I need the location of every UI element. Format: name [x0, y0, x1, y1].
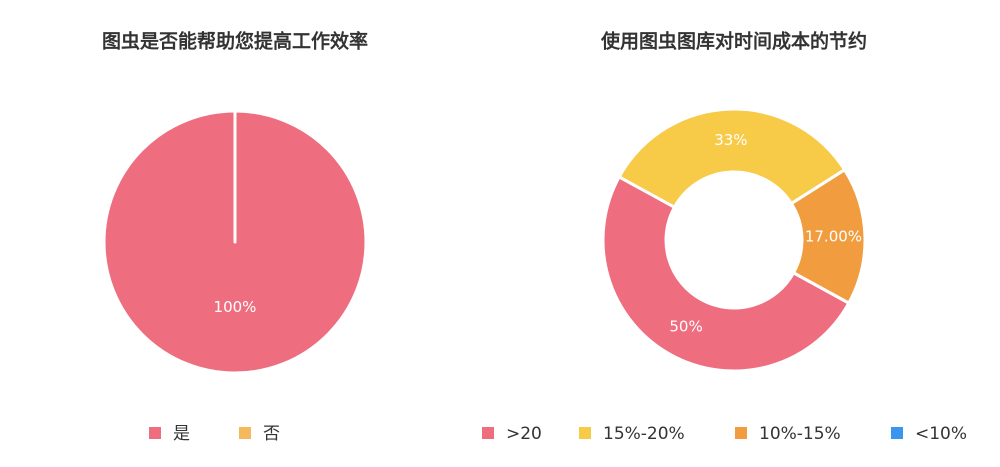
legend-label: 10%-15%: [759, 424, 841, 444]
data-label: 50%: [669, 318, 702, 336]
legend-swatch: [239, 427, 251, 439]
legend-label: <10%: [915, 424, 967, 444]
legend-label: >20: [506, 424, 542, 444]
data-label: 33%: [714, 131, 747, 149]
data-label: 100%: [214, 298, 257, 316]
legend-swatch: [891, 427, 903, 439]
legend-label: 否: [263, 424, 280, 444]
legend-swatch: [579, 427, 591, 439]
legend-swatch: [482, 427, 494, 439]
legend-label: 是: [173, 424, 190, 444]
slice: [617, 107, 847, 209]
slice: [601, 175, 851, 373]
chart-title: 图虫是否能帮助您提高工作效率: [102, 30, 368, 53]
legend-swatch: [149, 427, 161, 439]
legend-swatch: [735, 427, 747, 439]
slice: [792, 271, 851, 305]
legend-label: 15%-20%: [603, 424, 685, 444]
chart-title: 使用图虫图库对时间成本的节约: [600, 30, 867, 53]
data-label: 17.00%: [805, 227, 862, 245]
